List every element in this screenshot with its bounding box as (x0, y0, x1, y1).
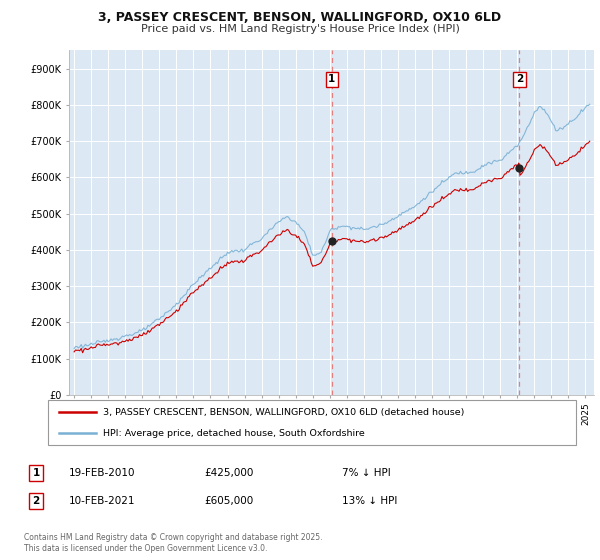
Text: 3, PASSEY CRESCENT, BENSON, WALLINGFORD, OX10 6LD: 3, PASSEY CRESCENT, BENSON, WALLINGFORD,… (98, 11, 502, 24)
Text: 1: 1 (32, 468, 40, 478)
Text: 13% ↓ HPI: 13% ↓ HPI (342, 496, 397, 506)
Text: 7% ↓ HPI: 7% ↓ HPI (342, 468, 391, 478)
Text: Contains HM Land Registry data © Crown copyright and database right 2025.
This d: Contains HM Land Registry data © Crown c… (24, 533, 323, 553)
Text: HPI: Average price, detached house, South Oxfordshire: HPI: Average price, detached house, Sout… (103, 428, 365, 437)
Text: 3, PASSEY CRESCENT, BENSON, WALLINGFORD, OX10 6LD (detached house): 3, PASSEY CRESCENT, BENSON, WALLINGFORD,… (103, 408, 465, 417)
Text: Price paid vs. HM Land Registry's House Price Index (HPI): Price paid vs. HM Land Registry's House … (140, 24, 460, 34)
Text: 10-FEB-2021: 10-FEB-2021 (69, 496, 136, 506)
Text: 1: 1 (328, 74, 335, 85)
Text: £605,000: £605,000 (204, 496, 253, 506)
Text: £425,000: £425,000 (204, 468, 253, 478)
Text: 19-FEB-2010: 19-FEB-2010 (69, 468, 136, 478)
FancyBboxPatch shape (48, 400, 576, 445)
Text: 2: 2 (516, 74, 523, 85)
Text: 2: 2 (32, 496, 40, 506)
